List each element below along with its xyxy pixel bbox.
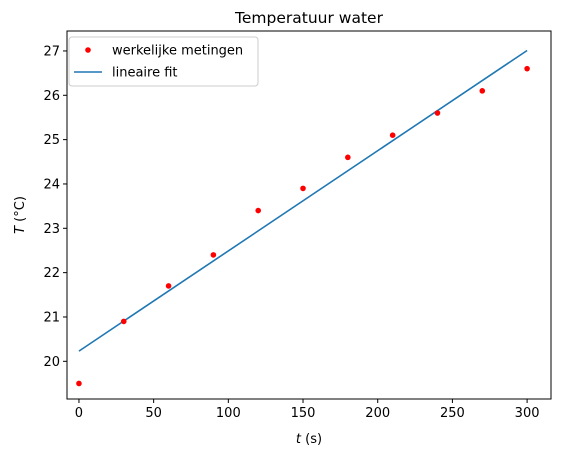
measurement-point [434, 110, 441, 116]
y-axis-label: T (°C) [13, 196, 28, 234]
legend: werkelijke metingen lineaire fit [68, 36, 259, 87]
fit-line [78, 49, 528, 352]
x-tick-label: 50 [145, 406, 162, 421]
legend-box [68, 36, 259, 87]
measurement-point [389, 132, 396, 138]
measurement-point [255, 207, 262, 214]
x-axis-label: t (s) [296, 432, 322, 447]
x-tick-label: 300 [515, 406, 540, 421]
legend-label-points: werkelijke metingen [112, 44, 243, 59]
measurement-point [345, 154, 351, 161]
legend-marker-points [85, 47, 91, 53]
x-tick-label: 150 [291, 406, 316, 421]
x-tick-label: 250 [440, 406, 465, 421]
y-tick-label: 23 [43, 222, 60, 237]
x-axis-unit: (s) [301, 432, 322, 447]
y-tick-label: 20 [43, 355, 60, 370]
measurement-point [524, 65, 530, 72]
y-tick-label: 22 [43, 266, 60, 281]
measurement-point [300, 185, 306, 192]
y-axis-ticks: 20 21 22 23 24 25 26 27 [43, 44, 67, 370]
x-axis-ticks: 0 50 100 150 200 250 300 [75, 399, 540, 421]
x-tick-label: 100 [216, 406, 241, 421]
plot-area [66, 30, 552, 400]
y-tick-label: 27 [43, 44, 60, 59]
y-tick-label: 21 [43, 310, 60, 325]
measurement-points-series [76, 65, 530, 387]
chart-title: Temperatuur water [234, 9, 384, 27]
x-axis-variable: t [296, 432, 302, 447]
y-tick-label: 26 [43, 89, 60, 104]
x-tick-label: 200 [365, 406, 390, 421]
y-axis-unit: (°C) [13, 196, 28, 226]
fit-line-series [78, 49, 528, 352]
measurement-point [165, 283, 172, 289]
measurement-point [479, 88, 486, 94]
y-tick-label: 24 [43, 177, 60, 192]
measurement-point [76, 380, 82, 387]
plot-frame [66, 30, 552, 400]
y-axis-variable: T [13, 225, 28, 234]
measurement-point [120, 318, 127, 325]
x-tick-label: 0 [75, 406, 83, 421]
legend-label-line: lineaire fit [112, 66, 178, 81]
y-tick-label: 25 [43, 133, 60, 148]
measurement-point [210, 252, 217, 258]
